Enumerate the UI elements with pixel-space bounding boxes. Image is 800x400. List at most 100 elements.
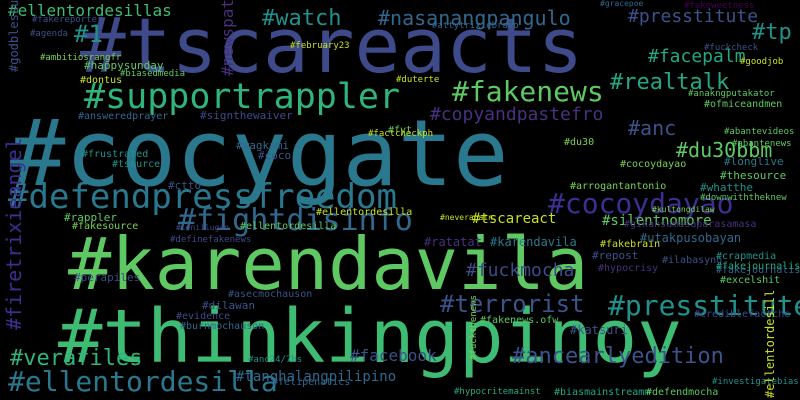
word-tscareacts: #tscareacts	[80, 1, 584, 90]
word-ellentordesill: #ellentordesill	[763, 289, 777, 398]
word-watch: #watch	[262, 6, 342, 31]
word-coco: #coco	[258, 149, 292, 162]
word-definefakenews: #definefakenews	[170, 235, 252, 245]
word-evidence: #evidence	[176, 311, 231, 322]
word-factcheckph: #factcheckph	[368, 129, 434, 139]
word-facepalm: #facepalm	[648, 46, 746, 67]
word-dilawan: #dilawan	[202, 299, 255, 312]
word-ancearlyedition: #ancearlyedition	[512, 344, 724, 369]
word-presstitutes: #presstitutes	[608, 289, 800, 322]
word-tanghalangpilipino: #tanghalangpilipino	[236, 369, 397, 385]
word-fuckmocha: #fuckmocha	[466, 260, 575, 281]
word-abantevideos: #abantevideos	[724, 127, 795, 137]
word-investigatebias: #investigatebias	[712, 377, 799, 387]
word-biasmainstreamm: #biasmainstreamm	[554, 387, 651, 398]
word-kultongdilaw: #kultongdilaw	[652, 205, 715, 214]
word-1: #1	[74, 20, 103, 48]
word-ellentordesilla-yellow: #ellentordesilla	[316, 207, 413, 218]
word-nasanangpangulo: #nasanangpangulo	[378, 6, 571, 30]
word-wagkami: #wagkami	[236, 139, 289, 152]
word-fakejournalists: #fakejournalists	[716, 261, 800, 272]
word-repost: #repost	[592, 249, 639, 262]
word-happysunday: #happysunday	[84, 59, 164, 72]
word-anc24-7bs: #anc24/7bs	[248, 355, 303, 365]
word-goodjob: #goodjob	[740, 57, 784, 67]
word-facebook: #facebook	[350, 346, 437, 365]
word-crediblefactche: #crediblefactche	[694, 309, 791, 320]
word-ellentordesilla-green: #ellentordesilla	[240, 221, 337, 232]
word-godblessusall: #godblessusall	[7, 0, 21, 72]
word-rappler: #rappler	[64, 211, 117, 224]
word-realtalk: #realtalk	[610, 70, 730, 95]
word-signthewaiver: #signthewaiver	[200, 109, 293, 122]
word-perapiles: #perapiles	[74, 271, 141, 284]
word-ilabasyno: #ilabasyno	[662, 255, 723, 266]
word-ctto: #ctto	[168, 179, 202, 192]
word-silentnomore: #silentnomore	[602, 213, 712, 229]
word-fightdisinfo: #fightdisinfo	[178, 203, 413, 238]
word-ratatat: #ratatat	[424, 235, 482, 249]
word-february23: #february23	[290, 41, 350, 51]
word-abantenews: #abantenews	[732, 139, 792, 149]
word-anc: #anc	[628, 116, 677, 140]
word-whatthe: #whatthe	[700, 181, 753, 194]
word-fakejournalist: #fakejournalist	[716, 265, 800, 276]
word-du30: #du30	[564, 137, 595, 148]
word-duterte: #duterte	[396, 75, 440, 85]
word-fakesource: #fakesource	[72, 221, 139, 232]
word-felipenatics: #felipenatics	[272, 377, 351, 388]
word-du30bbm: #du30bbm	[676, 138, 773, 162]
word-terrorist: #terrorist	[440, 290, 585, 318]
word-ambitiosrangfr: #ambitiosrangfr	[40, 53, 122, 63]
word-asecmochauson: #asecmochauson	[228, 289, 313, 300]
word-arrogantantonio: #arrogantantonio	[570, 181, 667, 192]
word-attytrixiebravo: #attytrixiebravo	[432, 21, 519, 31]
word-burnmochauson: #burnmochauson	[180, 321, 265, 332]
word-dontus: #dontus	[80, 75, 123, 86]
word-crapmedia: #crapmedia	[716, 251, 777, 262]
word-firetrixieangel: #firetrixieangel	[2, 137, 26, 330]
word-fyt: #fyt	[388, 125, 413, 136]
word-downwiththeknew: #downwiththeknew	[700, 193, 787, 203]
word-thesource: #thesource	[720, 169, 787, 182]
word-leniilugan: #leniilugan	[176, 223, 229, 232]
word-agenda: #agenda	[30, 29, 68, 39]
word-frustrated: #frustrated	[82, 149, 149, 160]
word-tscareact: #tscareact	[472, 211, 557, 227]
word-anakngputakator: #anakngputakator	[688, 89, 775, 99]
word-karendavila: #karendavila	[68, 222, 589, 306]
word-katsuri: #katsuri	[570, 323, 628, 337]
word-cocoydayao-small: #cocoydayao	[620, 159, 687, 170]
word-ellentordesillas: #ellentordesillas	[8, 1, 172, 20]
word-fakereporter: #fakereporter	[32, 15, 103, 25]
word-fakebrain: #fakebrain	[600, 239, 661, 250]
word-ellentordesilla-large: #ellentordesilla	[8, 365, 278, 398]
word-longlive: #longlive	[724, 155, 784, 168]
word-fakeweetness: #fakeweetness	[684, 1, 755, 11]
word-excelshit: #excelshit	[720, 275, 781, 286]
word-biasedmedia: #biasedmedia	[120, 69, 186, 79]
word-verafiles: #verafiles	[10, 346, 143, 371]
word-karendavila-small: #karendavila	[490, 235, 577, 249]
word-fuckcheck: #fuckcheck	[704, 43, 759, 53]
word-cocoydayao: #cocoydayao	[548, 187, 734, 220]
word-newspatrol: #newspatrol	[218, 0, 237, 76]
word-presstitute: #presstitute	[628, 6, 759, 27]
word-utakpusobayan: #utakpusobayan	[640, 231, 742, 245]
word-fuckthenews: #fuckthenews	[469, 294, 479, 360]
word-fakenews-ofw: #fakenews.ofw	[480, 315, 559, 326]
word-defendpressfreedom: #defendpressfreedom	[8, 177, 397, 217]
word-gikansamasaparasamasa: #gikansamasaparasamasa	[624, 219, 757, 230]
word-defendmocha: #defendmocha	[646, 387, 719, 398]
word-gracepoe: #gracepoe	[600, 0, 644, 8]
word-ofmiceandmen: #ofmiceandmen	[704, 99, 783, 110]
word-neveragain: #neveragain	[440, 213, 493, 222]
word-tsource: #tsource	[112, 159, 161, 170]
word-cocygate: #cocygate	[10, 100, 509, 207]
word-fakenews: #fakenews	[452, 75, 604, 108]
word-answeredprayer: #answeredprayer	[78, 111, 169, 122]
word-copyandpastefro: #copyandpastefro	[430, 104, 604, 125]
word-hypocritemainst: #hypocritemainst	[454, 387, 541, 397]
word-tp: #tp	[752, 20, 792, 45]
